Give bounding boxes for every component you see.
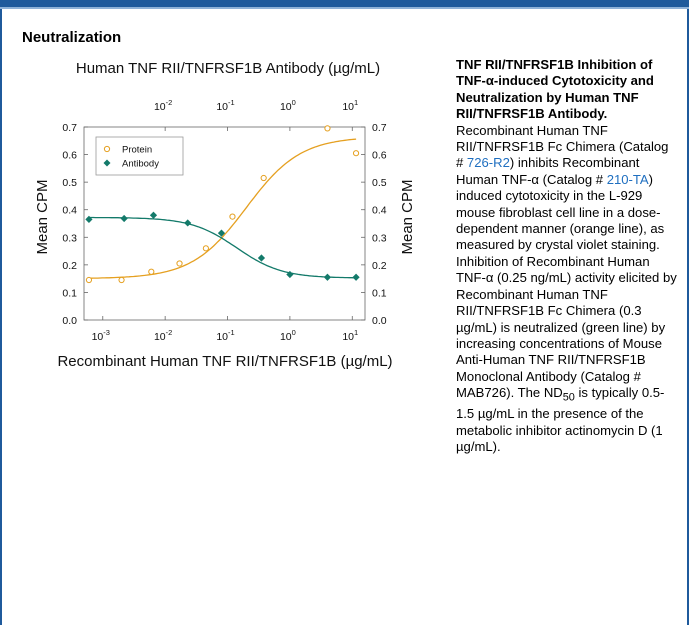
protein-data-point — [176, 260, 183, 267]
antibody-data-point — [149, 211, 158, 219]
antibody-data-point — [85, 215, 93, 223]
catalog-link-210-ta[interactable]: 210-TA — [606, 171, 649, 187]
x-tick-label-bottom: 10-1 — [216, 328, 234, 343]
y-tick-label-left: 0.7 — [62, 122, 77, 134]
antibody-data-point — [217, 229, 226, 237]
protein-data-point — [118, 276, 125, 284]
antibody-data-point — [120, 214, 128, 223]
protein-data-point — [324, 125, 331, 132]
y-tick-label-left: 0.6 — [62, 150, 77, 162]
x-tick-label-top: 10-2 — [154, 98, 172, 113]
antibody-data-point — [323, 273, 332, 281]
protein-data-point — [202, 245, 209, 252]
protein-data-point — [260, 174, 267, 182]
chart-title: Human TNF RII/TNFRSF1B Antibody (µg/mL) — [76, 60, 380, 77]
description-text-1: Recombinant Human TNF RII/TNFRSF1B Fc Ch… — [456, 122, 669, 171]
nd50-subscript: 50 — [562, 391, 575, 404]
antibody-data-point — [257, 254, 266, 262]
x-axis-label: Recombinant Human TNF RII/TNFRSF1B (µg/m… — [57, 353, 392, 370]
description-text-4: is typically 0.5-1.5 µg/mL in the presen… — [456, 385, 665, 454]
y-tick-label-left: 0.5 — [62, 177, 77, 189]
y-tick-label-right: 0.0 — [372, 315, 387, 327]
y-tick-label-left: 0.3 — [62, 232, 77, 244]
x-tick-label-bottom: 10-3 — [92, 328, 110, 343]
x-tick-label-top: 101 — [342, 98, 358, 113]
protein-data-point — [352, 150, 360, 157]
y-tick-label-right: 0.5 — [372, 177, 387, 189]
antibody-data-point — [286, 270, 294, 279]
catalog-link-726-r2[interactable]: 726-R2 — [466, 155, 510, 171]
y-tick-label-right: 0.1 — [372, 287, 387, 299]
description-title: TNF RII/TNFRSF1B Inhibition of TNF-α-ind… — [456, 57, 654, 122]
y-tick-label-right: 0.3 — [372, 232, 387, 244]
figure-description: TNF RII/TNFRSF1B Inhibition of TNF-α-ind… — [456, 57, 678, 455]
top-accent-bar — [0, 0, 689, 7]
y-tick-label-right: 0.2 — [372, 260, 387, 272]
y-tick-label-right: 0.4 — [372, 205, 387, 217]
legend-box — [95, 136, 184, 176]
y-tick-label-right: 0.6 — [372, 150, 387, 162]
top-accent-stripe — [0, 7, 689, 9]
antibody-fit-line — [88, 216, 357, 279]
legend-label: Protein — [122, 145, 152, 156]
protein-data-point — [85, 276, 93, 284]
y-tick-label-left: 0.1 — [62, 287, 77, 299]
legend-protein-marker — [103, 145, 111, 153]
antibody-data-point — [184, 219, 192, 227]
x-tick-label-bottom: 101 — [342, 328, 358, 343]
y-tick-label-left: 0.2 — [62, 260, 77, 272]
protein-data-point — [229, 213, 236, 220]
x-tick-label-bottom: 100 — [280, 328, 296, 343]
y-tick-label-left: 0.0 — [62, 315, 77, 327]
content-frame — [0, 9, 689, 625]
x-tick-label-bottom: 10-2 — [154, 328, 172, 343]
y-tick-label-left: 0.4 — [62, 205, 77, 217]
protein-fit-line — [88, 138, 357, 279]
y-axis-label-left: Mean CPM — [34, 179, 51, 254]
description-text-3: ) induced cytotoxicity in the L-929 mous… — [456, 171, 677, 401]
y-axis-label-right: Mean CPM — [399, 179, 416, 254]
description-text-2: ) inhibits Recombinant Human TNF-α (Cata… — [456, 155, 640, 187]
protein-data-point — [148, 268, 155, 275]
legend-antibody-marker — [103, 159, 111, 167]
section-title: Neutralization — [22, 29, 122, 46]
legend-label: Antibody — [122, 159, 159, 170]
neutralization-chart: Human TNF RII/TNFRSF1B Antibody (µg/mL) … — [34, 60, 416, 370]
y-tick-label-right: 0.7 — [372, 122, 387, 134]
x-tick-label-top: 10-1 — [216, 98, 234, 113]
antibody-data-point — [352, 273, 360, 281]
x-tick-label-top: 100 — [280, 98, 296, 113]
plot-frame — [83, 126, 366, 321]
